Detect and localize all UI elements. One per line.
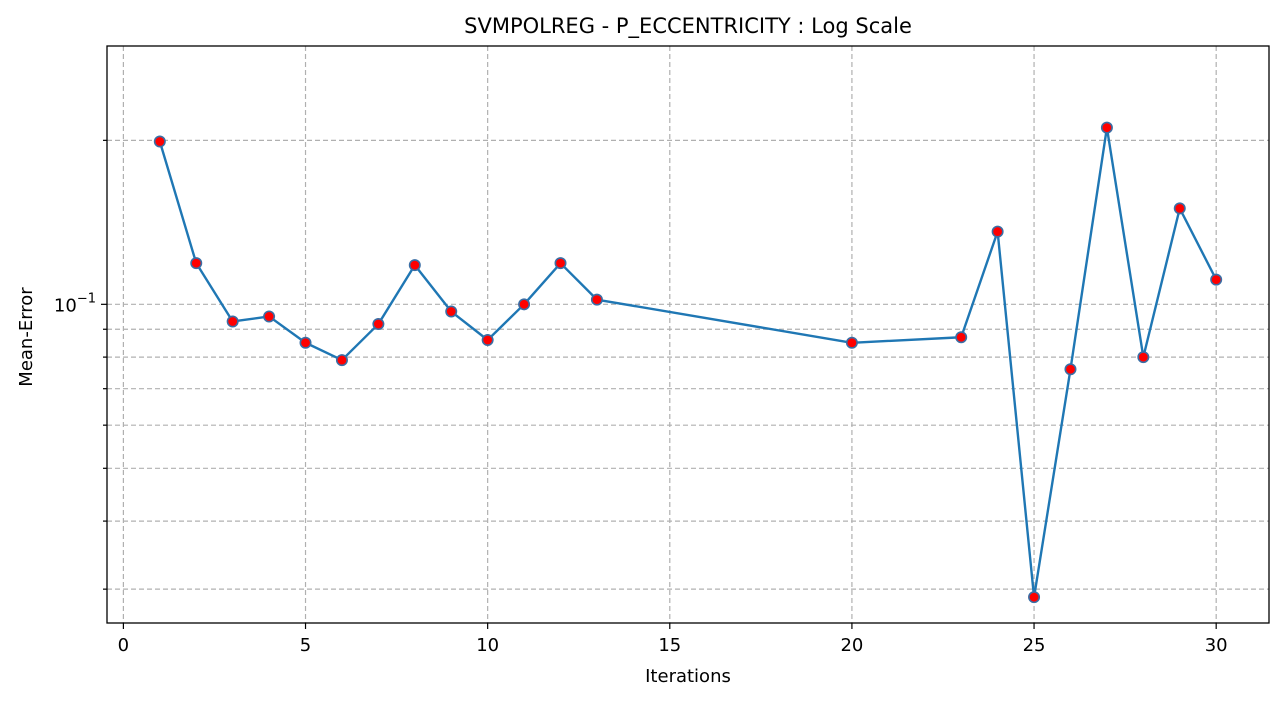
y-tick-label-base: 10 <box>54 295 77 316</box>
x-tick-label: 5 <box>300 635 311 656</box>
chart-title: SVMPOLREG - P_ECCENTRICITY : Log Scale <box>464 14 912 39</box>
data-point <box>518 298 531 311</box>
series-layer <box>153 121 1223 604</box>
x-axis-label: Iterations <box>645 666 731 687</box>
data-point <box>481 333 494 346</box>
x-tick-label: 15 <box>658 635 681 656</box>
data-point <box>190 257 203 270</box>
data-point <box>1064 363 1077 376</box>
data-point <box>991 225 1004 238</box>
data-point <box>955 331 968 344</box>
data-point <box>590 293 603 306</box>
data-point <box>1137 351 1150 364</box>
data-point <box>1100 121 1113 134</box>
data-point <box>554 257 567 270</box>
data-point <box>299 336 312 349</box>
data-point <box>226 315 239 328</box>
data-point <box>153 135 166 148</box>
data-point <box>1028 591 1041 604</box>
y-axis-label: Mean-Error <box>16 287 37 387</box>
x-tick-label: 0 <box>118 635 129 656</box>
data-point <box>408 259 421 272</box>
data-point <box>335 354 348 367</box>
x-tick-label: 20 <box>840 635 863 656</box>
y-tick-label-exponent: −1 <box>77 291 96 306</box>
data-point <box>845 336 858 349</box>
y-tick-label: 10−1 <box>54 291 96 316</box>
data-point <box>1173 202 1186 215</box>
x-tick-label: 30 <box>1205 635 1228 656</box>
data-point <box>372 318 385 331</box>
data-point <box>263 310 276 323</box>
x-tick-label: 10 <box>476 635 499 656</box>
series-line <box>158 126 1218 599</box>
x-tick-label: 25 <box>1023 635 1046 656</box>
data-point <box>445 305 458 318</box>
plot-frame <box>106 45 1270 624</box>
data-point <box>1210 273 1223 286</box>
